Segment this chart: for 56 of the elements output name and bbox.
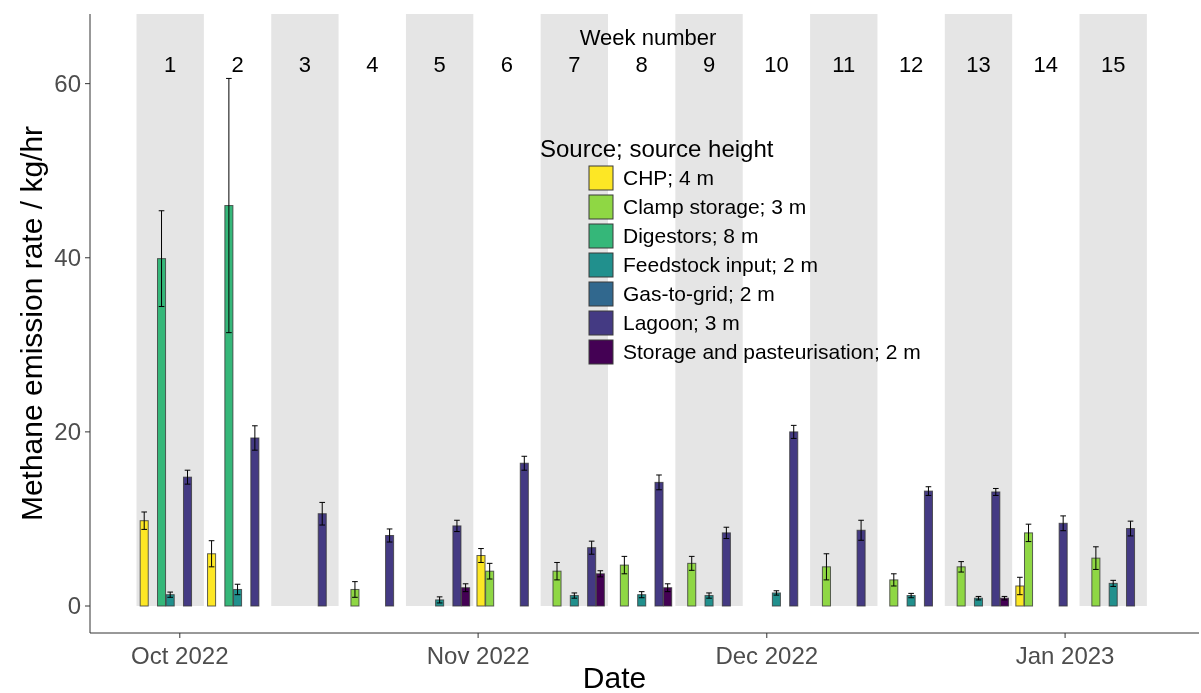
x-axis-title: Date xyxy=(582,661,647,693)
legend-label: Feedstock input; 2 m xyxy=(623,253,818,277)
legend-label: CHP; 4 m xyxy=(623,166,715,190)
bar xyxy=(619,564,629,607)
bar xyxy=(889,579,899,607)
legend-label: Digestors; 8 m xyxy=(623,224,759,248)
bar xyxy=(139,520,149,607)
bar xyxy=(721,532,731,607)
x2-tick-label: 3 xyxy=(298,52,312,77)
y-axis-title: Methane emission rate / kg/hr xyxy=(15,125,48,522)
x2-tick-label: 1 xyxy=(164,52,177,77)
x2-axis-title: Week number xyxy=(579,25,717,50)
y-tick-label: 20 xyxy=(54,418,81,446)
bar xyxy=(1091,557,1101,607)
x2-tick-label: 6 xyxy=(500,52,514,77)
bar xyxy=(1125,528,1136,607)
x2-tick-label: 7 xyxy=(568,52,581,77)
bar xyxy=(687,562,697,607)
bar xyxy=(182,476,193,607)
bar xyxy=(569,595,579,607)
legend-label: Lagoon; 3 m xyxy=(623,311,740,335)
x-tick-label: Oct 2022 xyxy=(131,642,229,669)
y-tick-label: 0 xyxy=(67,592,81,620)
x2-tick-label: 5 xyxy=(433,52,446,77)
y-tick-label: 40 xyxy=(54,244,81,272)
x2-tick-label: 14 xyxy=(1033,52,1059,77)
x2-tick-label: 4 xyxy=(366,52,379,77)
bar xyxy=(789,431,799,607)
bar xyxy=(923,490,933,607)
legend-label: Clamp storage; 3 m xyxy=(623,195,807,219)
bar xyxy=(385,534,395,607)
bar xyxy=(856,529,866,607)
x2-tick-label: 8 xyxy=(635,52,648,77)
y-tick-label: 60 xyxy=(54,70,81,98)
bar xyxy=(1058,522,1068,607)
bar xyxy=(956,566,966,607)
x2-tick-label: 11 xyxy=(832,52,856,77)
legend-label: Storage and pasteurisation; 2 m xyxy=(623,340,921,364)
x2-tick-label: 13 xyxy=(966,52,991,77)
bar xyxy=(317,513,327,607)
legend-title: Source; source height xyxy=(540,135,774,162)
x-tick-label: Dec 2022 xyxy=(715,642,819,669)
bar xyxy=(250,437,260,607)
x2-tick-label: 10 xyxy=(764,52,789,77)
legend-label: Gas-to-grid; 2 m xyxy=(623,282,775,306)
bar xyxy=(207,553,217,607)
bar xyxy=(771,592,781,607)
x2-tick-label: 9 xyxy=(702,52,716,77)
x2-tick-label: 2 xyxy=(231,52,244,77)
x-tick-label: Nov 2022 xyxy=(426,642,530,669)
bar xyxy=(519,462,529,607)
x2-tick-label: 15 xyxy=(1100,52,1126,77)
x2-tick-label: 12 xyxy=(898,52,924,77)
bar xyxy=(1108,582,1118,607)
x-tick-label: Jan 2023 xyxy=(1015,642,1115,669)
bar xyxy=(821,566,831,607)
